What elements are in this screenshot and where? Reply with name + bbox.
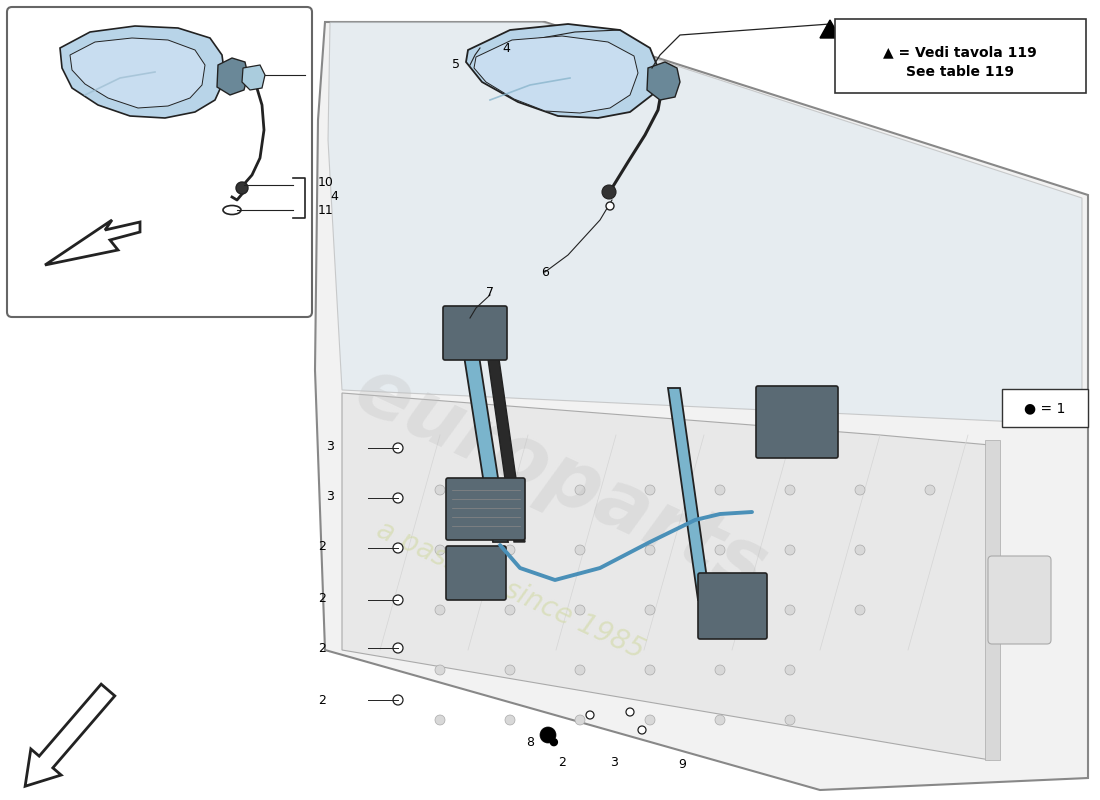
Polygon shape	[820, 20, 840, 38]
Text: ● = 1: ● = 1	[1024, 401, 1066, 415]
Polygon shape	[45, 220, 140, 265]
Circle shape	[715, 485, 725, 495]
Circle shape	[575, 485, 585, 495]
Circle shape	[715, 715, 725, 725]
FancyBboxPatch shape	[443, 306, 507, 360]
Polygon shape	[668, 388, 710, 600]
Circle shape	[393, 543, 403, 553]
Text: 3: 3	[326, 490, 334, 503]
Ellipse shape	[223, 206, 241, 214]
Polygon shape	[460, 330, 508, 542]
FancyBboxPatch shape	[446, 546, 506, 600]
Text: ●: ●	[548, 737, 558, 747]
Circle shape	[785, 485, 795, 495]
Circle shape	[434, 485, 446, 495]
Polygon shape	[217, 58, 248, 95]
Text: 11: 11	[318, 205, 333, 218]
Text: ▲ = Vedi tavola 119: ▲ = Vedi tavola 119	[883, 45, 1037, 59]
Circle shape	[785, 605, 795, 615]
Circle shape	[393, 695, 403, 705]
Circle shape	[715, 605, 725, 615]
Polygon shape	[70, 38, 205, 108]
Circle shape	[505, 605, 515, 615]
FancyBboxPatch shape	[698, 573, 767, 639]
Circle shape	[645, 715, 654, 725]
Circle shape	[645, 605, 654, 615]
FancyBboxPatch shape	[756, 386, 838, 458]
Text: 7: 7	[486, 286, 494, 299]
FancyBboxPatch shape	[988, 556, 1050, 644]
Circle shape	[434, 715, 446, 725]
Circle shape	[434, 605, 446, 615]
FancyBboxPatch shape	[835, 19, 1086, 93]
Text: 8: 8	[526, 737, 534, 750]
Polygon shape	[984, 440, 1000, 760]
Text: 2: 2	[318, 642, 326, 654]
Polygon shape	[342, 393, 990, 760]
Circle shape	[602, 185, 616, 199]
Text: 2: 2	[318, 591, 326, 605]
Circle shape	[925, 485, 935, 495]
Circle shape	[785, 665, 795, 675]
Text: a passion since 1985: a passion since 1985	[372, 515, 648, 665]
Text: 3: 3	[610, 755, 618, 769]
Text: 4: 4	[502, 42, 510, 54]
Circle shape	[434, 545, 446, 555]
Text: 9: 9	[678, 758, 686, 770]
Circle shape	[626, 708, 634, 716]
Circle shape	[645, 485, 654, 495]
Circle shape	[638, 726, 646, 734]
Circle shape	[855, 545, 865, 555]
Circle shape	[575, 665, 585, 675]
Circle shape	[785, 545, 795, 555]
Circle shape	[575, 605, 585, 615]
Polygon shape	[647, 62, 680, 100]
Text: 3: 3	[326, 441, 334, 454]
FancyBboxPatch shape	[446, 478, 525, 540]
FancyBboxPatch shape	[7, 7, 312, 317]
Text: 2: 2	[318, 541, 326, 554]
Polygon shape	[242, 65, 265, 90]
Circle shape	[586, 711, 594, 719]
Circle shape	[715, 545, 725, 555]
Text: 2: 2	[558, 755, 565, 769]
Circle shape	[715, 665, 725, 675]
Circle shape	[645, 665, 654, 675]
Polygon shape	[315, 22, 1088, 790]
Circle shape	[645, 545, 654, 555]
Circle shape	[393, 443, 403, 453]
Polygon shape	[466, 24, 658, 118]
Text: 6: 6	[541, 266, 549, 278]
Circle shape	[575, 545, 585, 555]
Circle shape	[855, 485, 865, 495]
Text: europarts: europarts	[342, 350, 778, 610]
Text: 5: 5	[452, 58, 460, 70]
Circle shape	[606, 202, 614, 210]
Circle shape	[434, 665, 446, 675]
Polygon shape	[60, 26, 226, 118]
Circle shape	[505, 665, 515, 675]
FancyArrow shape	[25, 684, 114, 786]
Text: 4: 4	[330, 190, 338, 202]
Polygon shape	[474, 36, 638, 113]
Circle shape	[236, 182, 248, 194]
Circle shape	[505, 715, 515, 725]
Circle shape	[855, 605, 865, 615]
Circle shape	[505, 545, 515, 555]
Polygon shape	[328, 22, 1082, 425]
Circle shape	[393, 643, 403, 653]
Circle shape	[785, 715, 795, 725]
Circle shape	[393, 595, 403, 605]
Polygon shape	[485, 338, 525, 542]
Text: 2: 2	[318, 694, 326, 706]
Circle shape	[575, 715, 585, 725]
FancyBboxPatch shape	[1002, 389, 1088, 427]
Text: 10: 10	[318, 177, 334, 190]
Text: See table 119: See table 119	[906, 65, 1014, 79]
Circle shape	[540, 727, 556, 743]
Circle shape	[505, 485, 515, 495]
Circle shape	[393, 493, 403, 503]
